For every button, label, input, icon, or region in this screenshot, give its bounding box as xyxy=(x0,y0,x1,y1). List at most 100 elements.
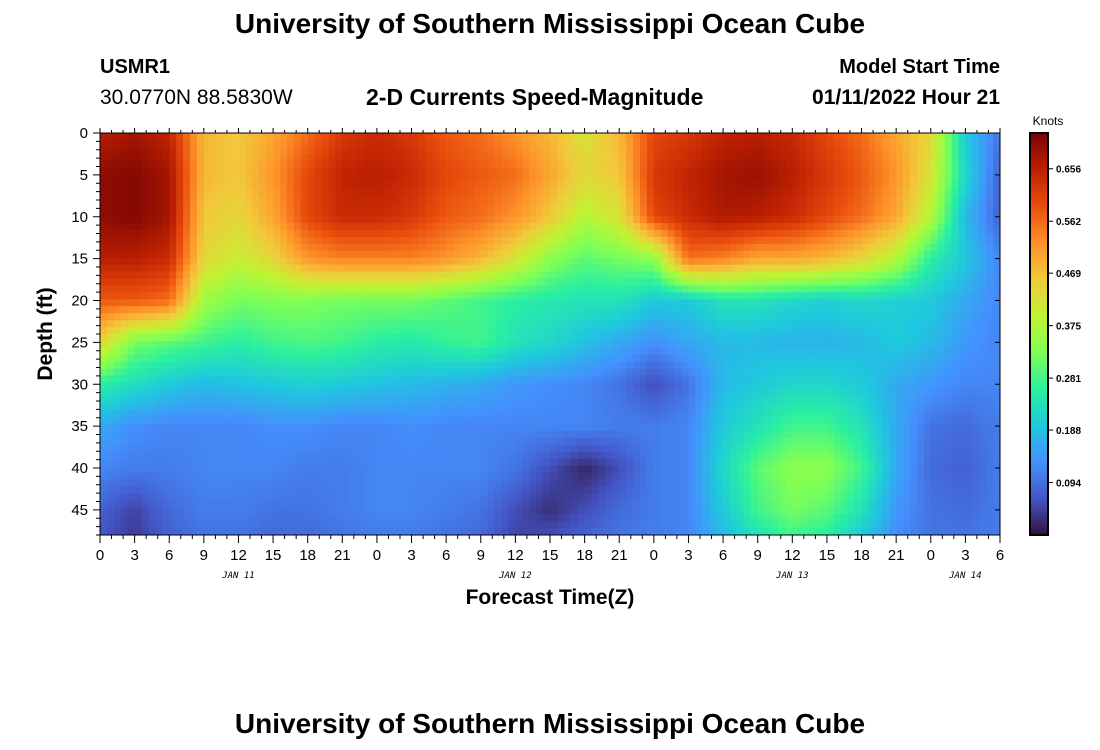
heatmap-cell xyxy=(238,216,246,224)
heatmap-cell xyxy=(231,354,240,363)
heatmap-cell xyxy=(349,216,357,224)
heatmap-cell xyxy=(148,195,156,203)
heatmap-cell xyxy=(106,271,115,280)
heatmap-cell xyxy=(536,146,544,155)
heatmap-cell xyxy=(245,299,253,307)
heatmap-cell xyxy=(460,209,468,217)
heatmap-cell xyxy=(432,153,440,162)
heatmap-cell xyxy=(120,299,129,307)
heatmap-cell xyxy=(141,354,150,363)
heatmap-cell xyxy=(903,195,911,203)
heatmap-cell xyxy=(293,236,302,245)
heatmap-cell xyxy=(591,278,600,287)
heatmap-cell xyxy=(570,320,579,328)
heatmap-cell xyxy=(397,139,406,148)
heatmap-cell xyxy=(640,216,648,224)
heatmap-cell xyxy=(183,160,191,169)
heatmap-cell xyxy=(986,320,994,328)
heatmap-cell xyxy=(799,223,807,231)
heatmap-cell xyxy=(930,292,939,300)
heatmap-cell xyxy=(210,313,219,321)
heatmap-cell xyxy=(591,153,600,162)
heatmap-cell xyxy=(328,292,336,300)
heatmap-cell xyxy=(764,340,773,349)
heatmap-cell xyxy=(868,361,876,370)
heatmap-cell xyxy=(591,202,600,210)
heatmap-cell xyxy=(937,188,946,196)
heatmap-cell xyxy=(550,236,558,245)
heatmap-cell xyxy=(314,133,323,141)
heatmap-cell xyxy=(702,146,710,155)
heatmap-cell xyxy=(245,306,253,314)
heatmap-cell xyxy=(826,223,835,231)
heatmap-cell xyxy=(882,160,890,169)
heatmap-cell xyxy=(328,327,336,335)
heatmap-cell xyxy=(640,368,648,377)
heatmap-cell xyxy=(432,340,440,349)
heatmap-cell xyxy=(473,160,482,169)
heatmap-cell xyxy=(162,223,170,231)
heatmap-cell xyxy=(543,209,551,217)
chart-subtitle: 2-D Currents Speed-Magnitude xyxy=(366,84,704,110)
heatmap-cell xyxy=(882,340,890,349)
heatmap-cell xyxy=(432,174,440,183)
heatmap-cell xyxy=(522,195,530,203)
heatmap-cell xyxy=(480,306,489,314)
heatmap-cell xyxy=(113,223,122,231)
heatmap-cell xyxy=(446,264,454,273)
heatmap-cell xyxy=(646,320,655,328)
heatmap-cell xyxy=(106,368,115,377)
heatmap-cell xyxy=(224,327,233,335)
heatmap-cell xyxy=(882,209,890,217)
heatmap-cell xyxy=(612,243,620,252)
heatmap-cell xyxy=(480,340,489,349)
heatmap-cell xyxy=(439,375,447,384)
heatmap-cell xyxy=(536,278,544,287)
heatmap-cell xyxy=(903,313,911,321)
heatmap-cell xyxy=(238,354,246,363)
heatmap-cell xyxy=(736,236,745,245)
heatmap-cell xyxy=(695,299,703,307)
heatmap-cell xyxy=(259,327,267,335)
heatmap-cell xyxy=(432,292,440,300)
heatmap-cell xyxy=(903,306,911,314)
heatmap-cell xyxy=(210,216,219,224)
heatmap-cell xyxy=(404,396,413,404)
heatmap-cell xyxy=(598,292,606,300)
heatmap-cell xyxy=(556,389,565,397)
heatmap-cell xyxy=(494,216,503,224)
heatmap-cell xyxy=(480,216,489,224)
heatmap-cell xyxy=(501,285,510,294)
heatmap-cell xyxy=(813,139,821,148)
heatmap-cell xyxy=(273,271,281,280)
heatmap-cell xyxy=(930,216,939,224)
heatmap-cell xyxy=(543,278,551,287)
heatmap-cell xyxy=(640,292,648,300)
heatmap-cell xyxy=(522,174,530,183)
heatmap-cell xyxy=(515,133,523,141)
heatmap-cell xyxy=(307,153,316,162)
heatmap-cell xyxy=(903,292,911,300)
heatmap-cell xyxy=(183,146,191,155)
heatmap-cell xyxy=(425,174,433,183)
heatmap-cell xyxy=(944,133,953,141)
heatmap-cell xyxy=(397,396,406,404)
heatmap-cell xyxy=(536,285,544,294)
heatmap-cell xyxy=(743,299,752,307)
heatmap-cell xyxy=(536,250,544,259)
heatmap-cell xyxy=(979,160,987,169)
heatmap-cell xyxy=(771,278,780,287)
heatmap-cell xyxy=(833,334,842,342)
heatmap-cell xyxy=(778,347,786,356)
heatmap-cell xyxy=(543,236,551,245)
heatmap-cell xyxy=(397,195,406,203)
heatmap-cell xyxy=(196,340,205,349)
heatmap-cell xyxy=(930,271,939,280)
heatmap-cell xyxy=(730,139,738,148)
heatmap-cell xyxy=(453,278,461,287)
heatmap-cell xyxy=(148,327,156,335)
heatmap-cell xyxy=(958,202,966,210)
heatmap-cell xyxy=(190,354,198,363)
heatmap-cell xyxy=(570,257,579,266)
heatmap-cell xyxy=(280,160,288,169)
